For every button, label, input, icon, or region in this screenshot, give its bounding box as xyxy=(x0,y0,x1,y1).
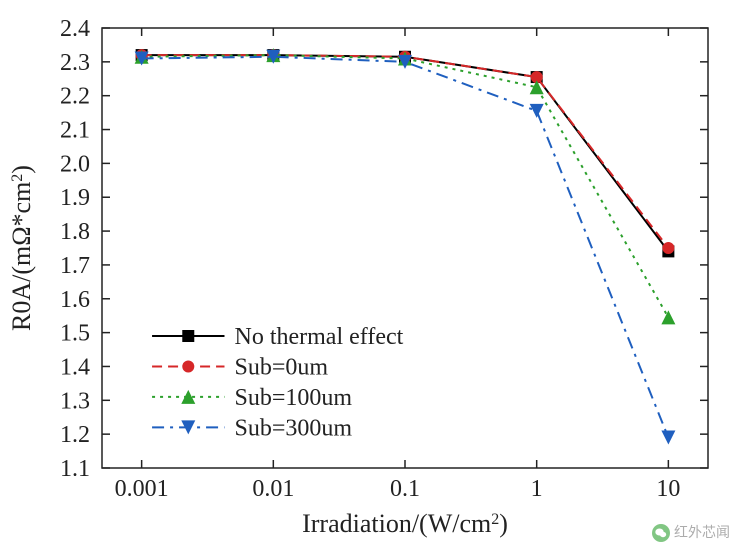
svg-text:0.1: 0.1 xyxy=(390,476,420,502)
svg-text:1.8: 1.8 xyxy=(60,219,90,245)
svg-text:1.7: 1.7 xyxy=(60,253,90,279)
svg-text:2.4: 2.4 xyxy=(60,16,90,42)
svg-text:1.6: 1.6 xyxy=(60,287,90,313)
svg-text:2.2: 2.2 xyxy=(60,84,90,110)
line-chart: 0.001 0.01 0.1 1 10 1.1 1.2 1.3 1.4 1.5 1.6 1.7 1.8 1… xyxy=(0,0,748,552)
svg-text:1.9: 1.9 xyxy=(60,185,90,211)
svg-text:1.2: 1.2 xyxy=(60,422,90,448)
legend-label: No thermal effect xyxy=(234,324,403,350)
svg-text:1: 1 xyxy=(531,476,543,502)
svg-text:1.1: 1.1 xyxy=(60,456,90,482)
svg-text:R0A/(mΩ*cm2): R0A/(mΩ*cm2) xyxy=(7,165,36,331)
svg-text:1.3: 1.3 xyxy=(60,388,90,414)
chart-container: 0.001 0.01 0.1 1 10 1.1 1.2 1.3 1.4 1.5 1.6 1.7 1.8 1… xyxy=(0,0,748,552)
svg-text:2.0: 2.0 xyxy=(60,151,90,177)
svg-text:2.3: 2.3 xyxy=(60,50,90,76)
svg-text:1.5: 1.5 xyxy=(60,321,90,347)
legend-label: Sub=100um xyxy=(234,385,352,411)
svg-text:Irradiation/(W/cm2): Irradiation/(W/cm2) xyxy=(302,509,508,538)
svg-text:0.001: 0.001 xyxy=(115,476,169,502)
svg-text:0.01: 0.01 xyxy=(252,476,294,502)
svg-text:1.4: 1.4 xyxy=(60,354,90,380)
legend-label: Sub=0um xyxy=(234,354,328,380)
svg-text:10: 10 xyxy=(656,476,680,502)
svg-text:2.1: 2.1 xyxy=(60,118,90,144)
legend-label: Sub=300um xyxy=(234,415,352,441)
